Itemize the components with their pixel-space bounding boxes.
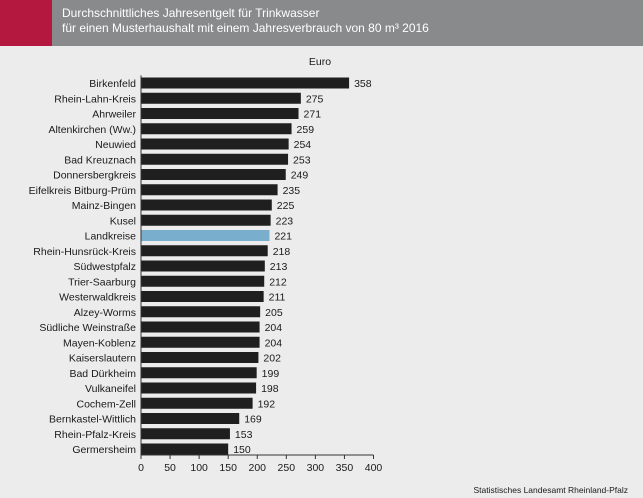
source-label: Statistisches Landesamt Rheinland-Pfalz [474, 485, 629, 495]
bar-rhein-pfalz-kreis [141, 428, 230, 440]
bar-mayen-koblenz [141, 336, 260, 348]
bar-kaiserslautern [141, 352, 259, 363]
category-label-westerwaldkreis: Westerwaldkreis [59, 292, 136, 304]
value-labels: 358 275 271 259 254 253 249 235 225 223 221 218 213 2… [233, 78, 372, 456]
category-label-bernkastel-wittlich: Bernkastel-Wittlich [49, 414, 136, 426]
value-label-suedwestpfalz: 213 [270, 261, 288, 273]
value-label-germersheim: 150 [233, 444, 251, 456]
bar-eifelkreis-bitburg-pruem [141, 184, 278, 196]
chart-header: Durchschnittliches Jahresentgelt für Tri… [0, 0, 643, 46]
value-label-rhein-lahn-kreis: 275 [306, 93, 324, 105]
bar-rhein-hunsrueck-kreis [141, 245, 268, 257]
value-label-eifelkreis-bitburg-pruem: 235 [283, 185, 301, 197]
bar-alzey-worms [141, 306, 261, 318]
unit-label: Euro [309, 56, 331, 68]
x-tick-label: 100 [190, 462, 208, 474]
category-label-donnersbergkreis: Donnersbergkreis [53, 170, 136, 182]
value-label-mayen-koblenz: 204 [265, 337, 283, 349]
category-label-bad-duerkheim: Bad Dürkheim [69, 368, 136, 380]
category-label-suedwestpfalz: Südwestpfalz [74, 261, 136, 273]
bar-neuwied [141, 138, 289, 150]
category-label-kaiserslautern: Kaiserslautern [69, 353, 136, 365]
category-label-altenkirchen-ww: Altenkirchen (Ww.) [48, 124, 136, 136]
bar-cochem-zell [141, 397, 253, 409]
bar-suedwestpfalz [141, 260, 265, 272]
value-label-westerwaldkreis: 211 [269, 292, 286, 304]
bar-landkreise [141, 230, 270, 241]
bar-bad-kreuznach [141, 153, 289, 165]
value-label-rhein-pfalz-kreis: 153 [235, 429, 253, 441]
bar-donnersbergkreis [141, 169, 286, 180]
bar-trier-saarburg [141, 275, 265, 287]
x-tick-label: 400 [365, 462, 383, 474]
x-axis: 0 50 100 150 200 250 300 350 400 [138, 75, 382, 474]
category-label-mayen-koblenz: Mayen-Koblenz [63, 337, 136, 349]
value-label-cochem-zell: 192 [258, 398, 276, 410]
category-label-trier-saarburg: Trier-Saarburg [68, 276, 136, 288]
value-label-mainz-bingen: 225 [277, 200, 295, 212]
x-tick-label: 0 [138, 462, 144, 474]
value-label-birkenfeld: 358 [354, 78, 372, 90]
x-tick-label: 200 [248, 462, 266, 474]
value-label-donnersbergkreis: 249 [291, 170, 309, 182]
category-label-vulkaneifel: Vulkaneifel [85, 383, 136, 395]
brand-accent-block [0, 0, 52, 46]
value-label-trier-saarburg: 212 [269, 276, 287, 288]
bar-rhein-lahn-kreis [141, 92, 301, 104]
x-tick-label: 150 [219, 462, 237, 474]
category-label-birkenfeld: Birkenfeld [89, 78, 136, 90]
category-label-eifelkreis-bitburg-pruem: Eifelkreis Bitburg-Prüm [29, 185, 137, 197]
bar-ahrweiler [141, 108, 299, 119]
category-label-landkreise: Landkreise [85, 231, 137, 243]
chart-title-line-2: für einen Musterhaushalt mit einem Jahre… [62, 21, 429, 35]
value-label-bad-kreuznach: 253 [293, 154, 311, 166]
chart-title: Durchschnittliches Jahresentgelt für Tri… [62, 6, 635, 36]
bar-vulkaneifel [141, 382, 257, 394]
value-label-suedliche-weinstrasse: 204 [265, 322, 283, 334]
value-label-alzey-worms: 205 [265, 307, 283, 319]
value-label-bernkastel-wittlich: 169 [244, 414, 262, 426]
value-label-neuwied: 254 [294, 139, 312, 151]
category-label-germersheim: Germersheim [72, 444, 136, 456]
category-label-kusel: Kusel [110, 215, 136, 227]
value-label-bad-duerkheim: 199 [262, 368, 280, 380]
category-label-mainz-bingen: Mainz-Bingen [72, 200, 136, 212]
value-label-altenkirchen-ww: 259 [297, 124, 315, 136]
category-label-alzey-worms: Alzey-Worms [74, 307, 136, 319]
category-label-bad-kreuznach: Bad Kreuznach [64, 154, 136, 166]
category-label-cochem-zell: Cochem-Zell [76, 398, 136, 410]
value-label-rhein-hunsrueck-kreis: 218 [273, 246, 291, 258]
category-label-rhein-lahn-kreis: Rhein-Lahn-Kreis [54, 93, 136, 105]
bar-westerwaldkreis [141, 291, 264, 302]
x-tick-label: 250 [278, 462, 296, 474]
category-label-neuwied: Neuwied [95, 139, 136, 151]
value-label-vulkaneifel: 198 [261, 383, 279, 395]
bars [141, 77, 350, 455]
value-label-kaiserslautern: 202 [263, 353, 281, 365]
bar-mainz-bingen [141, 199, 272, 211]
chart-title-line-1: Durchschnittliches Jahresentgelt für Tri… [62, 6, 320, 20]
value-label-ahrweiler: 271 [304, 109, 322, 121]
bar-suedliche-weinstrasse [141, 321, 260, 333]
category-label-suedliche-weinstrasse: Südliche Weinstraße [39, 322, 136, 334]
bar-chart: Euro Birkenfeld Rhein-Lahn-Kreis Ahrweiler… [29, 56, 629, 495]
value-label-kusel: 223 [276, 215, 294, 227]
value-label-landkreise: 221 [274, 231, 292, 243]
category-label-rhein-hunsrueck-kreis: Rhein-Hunsrück-Kreis [33, 246, 136, 258]
bar-germersheim [141, 443, 229, 455]
bar-altenkirchen-ww [141, 123, 292, 135]
bar-kusel [141, 214, 271, 226]
x-tick-label: 350 [336, 462, 354, 474]
bar-bad-duerkheim [141, 367, 257, 379]
category-label-ahrweiler: Ahrweiler [92, 109, 136, 121]
bar-birkenfeld [141, 77, 350, 89]
x-tick-label: 50 [164, 462, 176, 474]
category-label-rhein-pfalz-kreis: Rhein-Pfalz-Kreis [54, 429, 136, 441]
category-labels: Birkenfeld Rhein-Lahn-Kreis Ahrweiler Alten… [29, 78, 137, 456]
x-tick-label: 300 [307, 462, 325, 474]
bar-bernkastel-wittlich [141, 413, 240, 424]
